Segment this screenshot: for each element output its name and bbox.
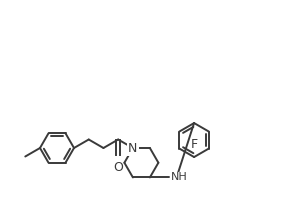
Text: O: O [113, 161, 123, 174]
Text: NH: NH [171, 172, 187, 182]
Text: F: F [190, 138, 198, 151]
Text: N: N [128, 142, 138, 155]
